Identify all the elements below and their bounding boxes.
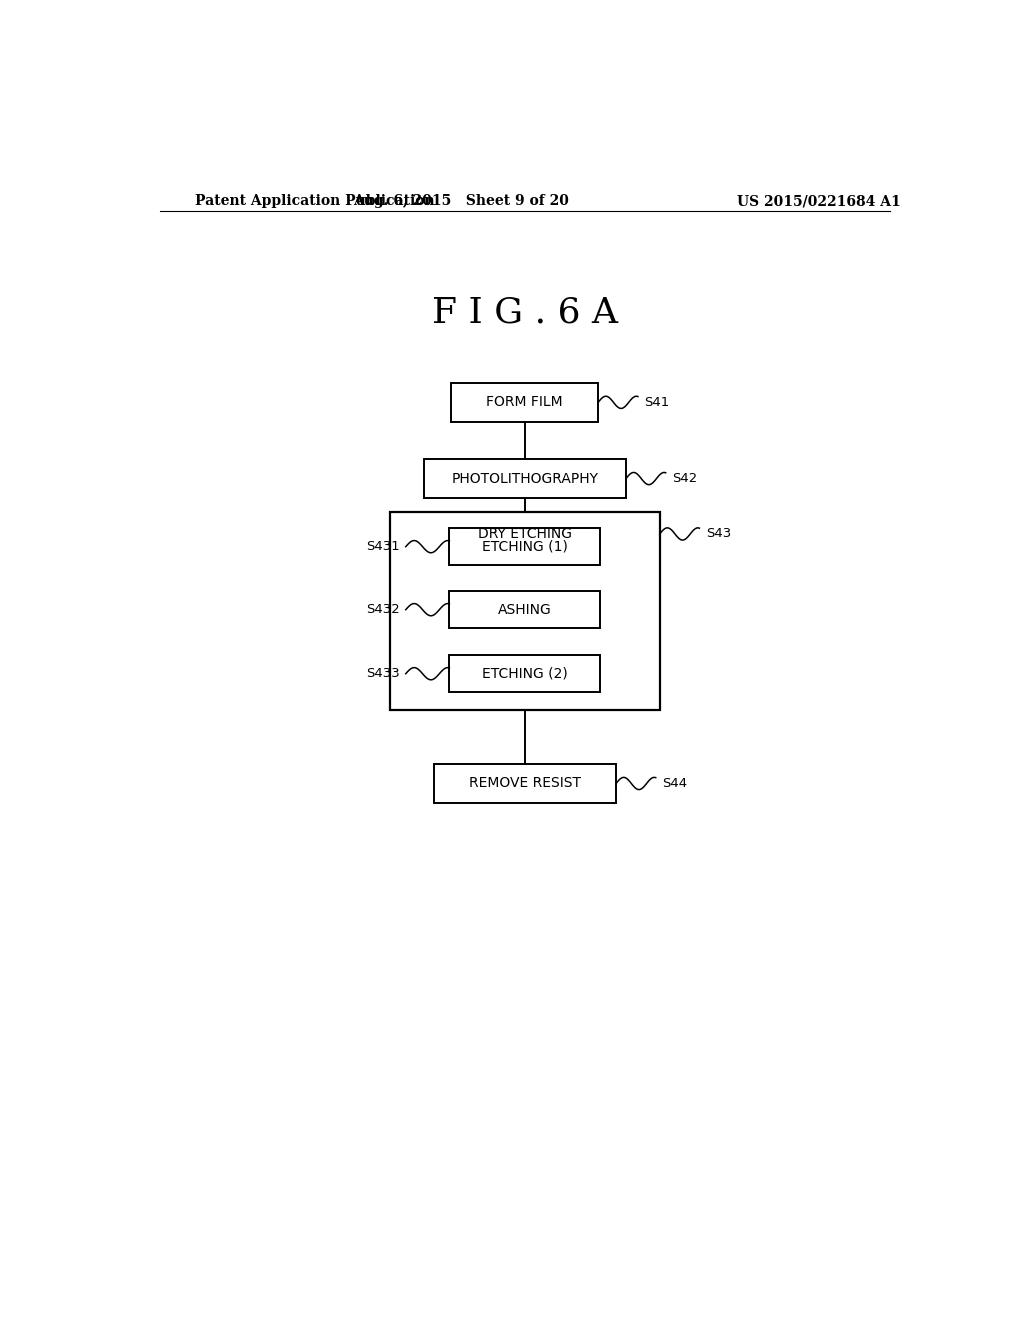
Text: S44: S44 xyxy=(663,777,687,789)
Bar xyxy=(433,764,616,803)
Text: ASHING: ASHING xyxy=(498,603,552,616)
Text: FORM FILM: FORM FILM xyxy=(486,395,563,409)
Bar xyxy=(390,512,659,710)
Text: US 2015/0221684 A1: US 2015/0221684 A1 xyxy=(736,194,900,209)
Text: REMOVE RESIST: REMOVE RESIST xyxy=(469,776,581,791)
Text: Patent Application Publication: Patent Application Publication xyxy=(196,194,435,209)
Text: S42: S42 xyxy=(672,473,697,484)
Text: PHOTOLITHOGRAPHY: PHOTOLITHOGRAPHY xyxy=(452,471,598,486)
Bar xyxy=(450,656,600,692)
Text: S433: S433 xyxy=(366,667,399,680)
Bar xyxy=(452,383,598,421)
Text: S431: S431 xyxy=(366,540,399,553)
Text: S43: S43 xyxy=(706,528,731,540)
Bar xyxy=(450,528,600,565)
Text: S432: S432 xyxy=(366,603,399,616)
Text: ETCHING (2): ETCHING (2) xyxy=(482,667,567,681)
Text: Aug. 6, 2015   Sheet 9 of 20: Aug. 6, 2015 Sheet 9 of 20 xyxy=(353,194,569,209)
Text: ETCHING (1): ETCHING (1) xyxy=(482,540,567,553)
Bar xyxy=(450,591,600,628)
Text: F I G . 6 A: F I G . 6 A xyxy=(432,296,617,330)
Text: DRY ETCHING: DRY ETCHING xyxy=(478,527,571,541)
Bar xyxy=(424,459,626,498)
Text: S41: S41 xyxy=(644,396,670,409)
